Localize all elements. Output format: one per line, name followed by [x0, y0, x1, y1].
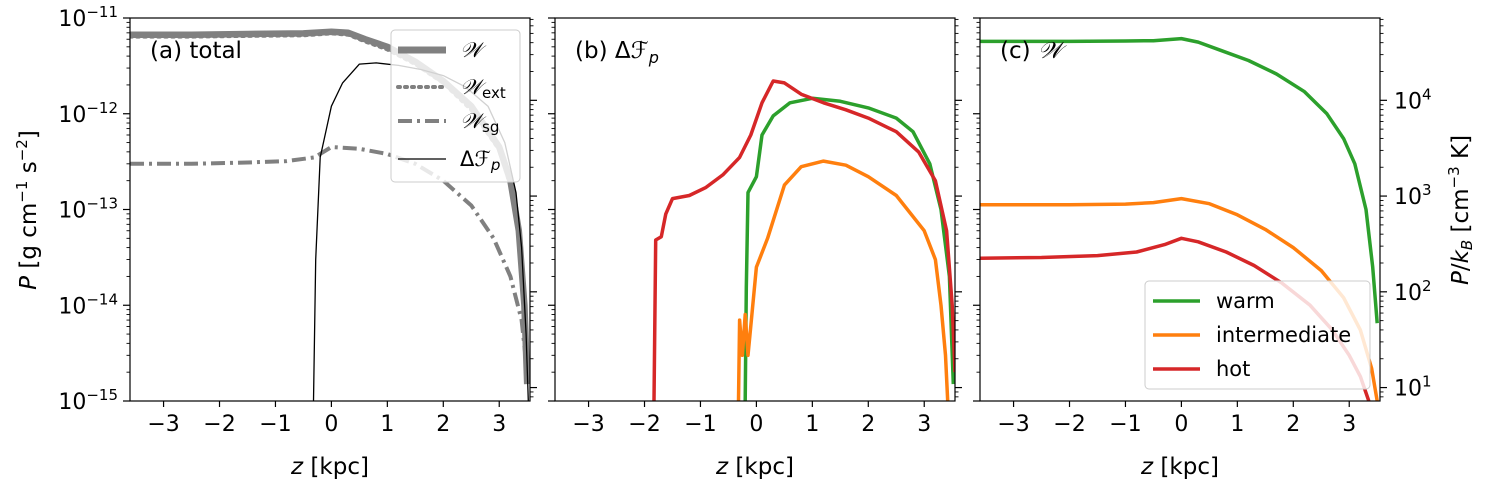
legend-label-warm: warm [1216, 289, 1275, 313]
panel-c-ylabel: P/kB [cm−3 K] [1445, 135, 1476, 285]
panel-b-delta-fp: −3 −2 −1 0 1 2 3 (b) Δℱp z [kpc] [548, 17, 962, 480]
panel-a-xtick-label: −1 [259, 412, 291, 437]
panel-b-series-0-line [743, 96, 955, 401]
panel-a-total: −3 −2 −1 0 1 2 3 10−15 10−14 10−13 10−12 10−11 (a) … [13, 3, 537, 480]
panel-c-legend: warm intermediate hot [1144, 280, 1371, 390]
panel-c-title: (c) 𝒲 [1000, 38, 1067, 64]
panel-a-ytick-label: 10−12 [58, 99, 118, 128]
panel-c-right-ytick-label: 103 [1394, 181, 1432, 210]
panel-c-xtick-label: −3 [997, 412, 1029, 437]
panel-b-xtick-label: 3 [917, 412, 931, 437]
panel-a-xtick-label: 1 [380, 412, 394, 437]
panel-b-series-1-line [736, 159, 950, 401]
panel-a-xtick-label: −3 [147, 412, 179, 437]
legend-label-Wext: 𝒲ext [460, 75, 506, 102]
panel-b-title: (b) Δℱp [575, 38, 659, 67]
panel-c-ticks: −3 −2 −1 0 1 2 3 101 102 103 104 [973, 17, 1432, 437]
panel-b-xlabel: z [kpc] [715, 454, 794, 480]
panel-b-xtick-label: −1 [684, 412, 716, 437]
panel-c-xtick-label: −2 [1053, 412, 1085, 437]
panel-a-ytick-label: 10−11 [58, 3, 118, 32]
legend-label-dFp: Δℱp [460, 147, 500, 174]
panel-a-ylabel: P [g cm−1 s−2] [13, 130, 42, 290]
panel-a-ytick-label: 10−14 [58, 290, 118, 319]
panel-a-title: (a) total [150, 38, 242, 64]
panel-c-right-ytick-label: 101 [1394, 373, 1432, 402]
panel-b-xtick-label: 0 [749, 412, 763, 437]
panel-c-right-ytick-label: 102 [1394, 277, 1432, 306]
panel-a-ytick-label: 10−13 [58, 195, 118, 224]
panel-b-ticks: −3 −2 −1 0 1 2 3 [548, 17, 962, 437]
panel-c-xtick-label: −1 [1109, 412, 1141, 437]
panel-c-xtick-label: 1 [1230, 412, 1244, 437]
panel-a-xtick-label: 2 [436, 412, 450, 437]
legend-label-hot: hot [1216, 357, 1250, 381]
panel-b-xtick-label: 1 [805, 412, 819, 437]
legend-label-Wsg: 𝒲sg [460, 109, 499, 136]
panel-a-ytick-label: 10−15 [58, 386, 118, 415]
panel-a-xlabel: z [kpc] [290, 454, 369, 480]
panel-a-xtick-label: −2 [203, 412, 235, 437]
panel-c-xtick-label: 2 [1286, 412, 1300, 437]
panel-c-W: −3 −2 −1 0 1 2 3 101 102 103 104 (c) 𝒲 z [kpc] P/k… [973, 17, 1476, 480]
panel-c-xtick-label: 0 [1174, 412, 1188, 437]
panel-a-xtick-label: 3 [492, 412, 506, 437]
panel-a-legend: 𝒲 𝒲ext 𝒲sg Δℱp [390, 29, 521, 183]
legend-label-intermediate: intermediate [1216, 323, 1351, 347]
panel-b-xtick-label: −2 [628, 412, 660, 437]
panel-c-xtick-label: 3 [1342, 412, 1356, 437]
panel-a-ticks: −3 −2 −1 0 1 2 3 10−15 10−14 10−13 10−12 10−11 [58, 3, 537, 437]
panel-b-xtick-label: −3 [572, 412, 604, 437]
panel-c-series-0-line [980, 36, 1379, 324]
panel-a-xtick-label: 0 [324, 412, 338, 437]
panel-b-series-2-line [652, 79, 955, 401]
panel-c-right-ytick-label: 104 [1394, 85, 1432, 114]
panel-c-xlabel: z [kpc] [1140, 454, 1219, 480]
panel-b-series [652, 79, 955, 401]
panel-b-xtick-label: 2 [861, 412, 875, 437]
